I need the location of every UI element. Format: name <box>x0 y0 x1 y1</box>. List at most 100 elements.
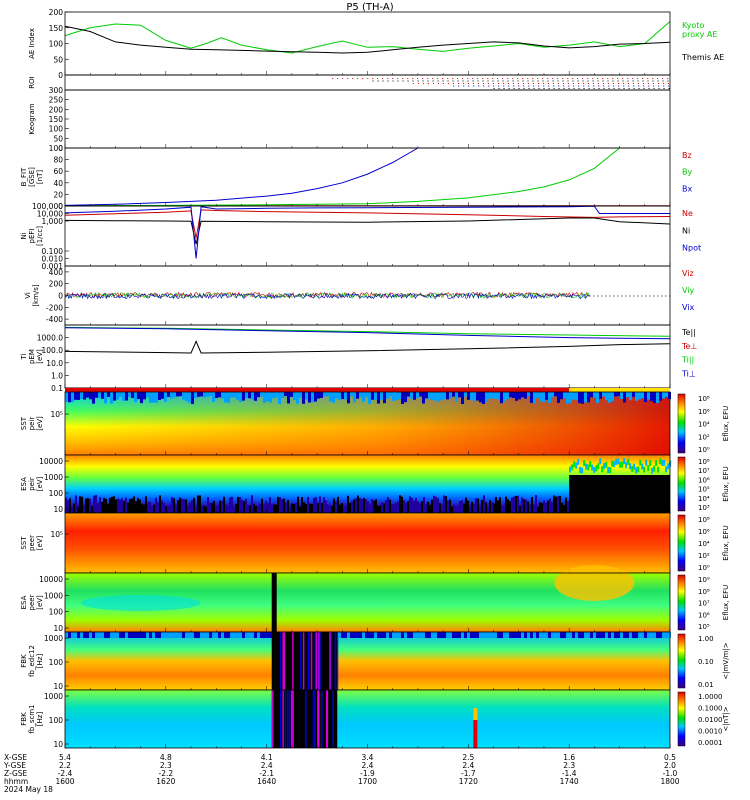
roi-dot <box>407 78 409 79</box>
spectrogram-streak <box>334 632 337 690</box>
spectrogram-noise <box>229 497 231 513</box>
spectrogram-noise <box>201 505 203 513</box>
spectrogram-noise <box>171 497 173 513</box>
spectrogram-noise <box>245 632 248 638</box>
y-tick-label-3: 20 <box>53 190 63 199</box>
spectrogram-noise <box>547 500 549 513</box>
y-tick-label-2: 200 <box>49 105 64 114</box>
spectrogram-noise <box>635 392 638 401</box>
spectrogram-noise <box>343 505 345 513</box>
dotted-zero <box>597 295 599 297</box>
spectrogram-noise <box>323 497 325 513</box>
spectrogram-noise <box>245 392 248 399</box>
spectrogram-noise <box>291 503 293 513</box>
spectrogram-noise <box>91 506 93 513</box>
colorbar-7 <box>677 393 686 454</box>
roi-dot <box>557 78 559 79</box>
spectrogram-noise <box>237 496 239 513</box>
spectrogram-noise <box>119 392 122 397</box>
roi-dot <box>537 83 539 84</box>
spectrogram-streak <box>336 632 339 690</box>
spectrogram-noise <box>157 502 159 513</box>
roi-dot <box>457 83 459 84</box>
panel-frame-1 <box>64 74 671 91</box>
spectrogram-noise <box>242 632 245 638</box>
spectrogram-noise <box>629 632 632 638</box>
spectrogram-noise <box>357 495 359 513</box>
y-tick-label-2: 300 <box>49 86 64 95</box>
roi-dot <box>578 85 580 87</box>
spectrogram-noise <box>272 392 275 399</box>
roi-dot <box>458 85 460 87</box>
spectrogram-noise <box>367 501 369 513</box>
spectrogram-noise <box>329 505 331 513</box>
spectrogram-noise <box>350 392 353 397</box>
spectrogram-noise <box>638 392 641 400</box>
roi-dot <box>513 85 515 87</box>
spectrogram-noise <box>561 502 563 513</box>
dotted-zero <box>665 295 667 297</box>
spectrogram-noise <box>374 632 377 638</box>
panel-frame-6 <box>64 324 671 389</box>
y-tick-label-11: 10 <box>53 682 63 691</box>
roi-dot <box>487 78 489 79</box>
colorbar-tick-label-7: 10⁶ <box>698 408 710 416</box>
y-axis-label-12: fb_scm1 <box>28 704 36 733</box>
colorbar-11 <box>677 633 686 689</box>
roi-dot <box>487 83 489 84</box>
roi-dot <box>387 78 389 79</box>
y-tick-label-2: 150 <box>49 115 64 124</box>
y-tick-label-10: 10 <box>53 624 63 633</box>
roi-dot <box>493 88 495 89</box>
roi-dot <box>382 78 384 79</box>
y-axis-label-7: SST <box>20 416 28 430</box>
spectrogram-noise <box>194 392 197 399</box>
roi-dot <box>467 80 469 82</box>
spectrogram-noise <box>109 497 111 513</box>
spectrogram-noise <box>635 467 638 474</box>
colorbar-tick-label-9: 10⁶ <box>698 528 710 536</box>
roi-dot <box>547 78 549 79</box>
spectrogram-noise <box>423 497 425 513</box>
spectrogram-noise <box>620 392 623 399</box>
roi-dot <box>632 78 634 79</box>
roi-dot <box>518 88 520 89</box>
spectrogram-noise <box>128 632 131 638</box>
spectrogram-noise <box>523 499 525 513</box>
spectrogram-noise <box>593 632 596 638</box>
panel-frame-2 <box>64 89 671 149</box>
x-tick-label: 3.4 <box>362 753 374 762</box>
spectrogram-noise <box>461 500 463 513</box>
spectrogram-noise <box>485 502 487 513</box>
roi-dot <box>512 78 514 79</box>
spectrogram-noise <box>405 502 407 513</box>
spectrogram-noise <box>595 465 598 472</box>
spectrogram-noise <box>506 392 509 400</box>
spectrogram-noise <box>93 495 95 513</box>
spectrogram-noise <box>215 632 218 638</box>
roi-dot <box>542 78 544 79</box>
spectrogram-streak <box>290 690 293 748</box>
roi-dot <box>563 88 565 89</box>
spectrogram-noise <box>97 503 99 513</box>
dotted-zero <box>649 295 651 297</box>
spectrogram-noise <box>524 392 527 399</box>
spectrogram-noise <box>107 392 110 397</box>
spectrogram-noise <box>389 392 392 397</box>
spectrogram-noise <box>407 632 410 638</box>
roi-dot <box>447 78 449 79</box>
spectrogram-noise <box>98 632 101 638</box>
roi-dot <box>482 78 484 79</box>
spectrogram-noise <box>542 392 545 403</box>
roi-dot <box>547 83 549 84</box>
spectrogram-noise <box>407 392 410 397</box>
spectrogram-gap <box>569 475 670 513</box>
spectrogram-streak <box>284 690 287 748</box>
roi-dot <box>498 88 500 89</box>
roi-dot <box>437 80 439 82</box>
colorbar-tick-label-12: 0.0001 <box>698 739 723 747</box>
spectrogram-noise <box>131 498 133 513</box>
spectrogram-streak <box>317 690 319 748</box>
spectrogram-noise <box>107 503 109 513</box>
spectrogram-noise <box>253 503 255 513</box>
